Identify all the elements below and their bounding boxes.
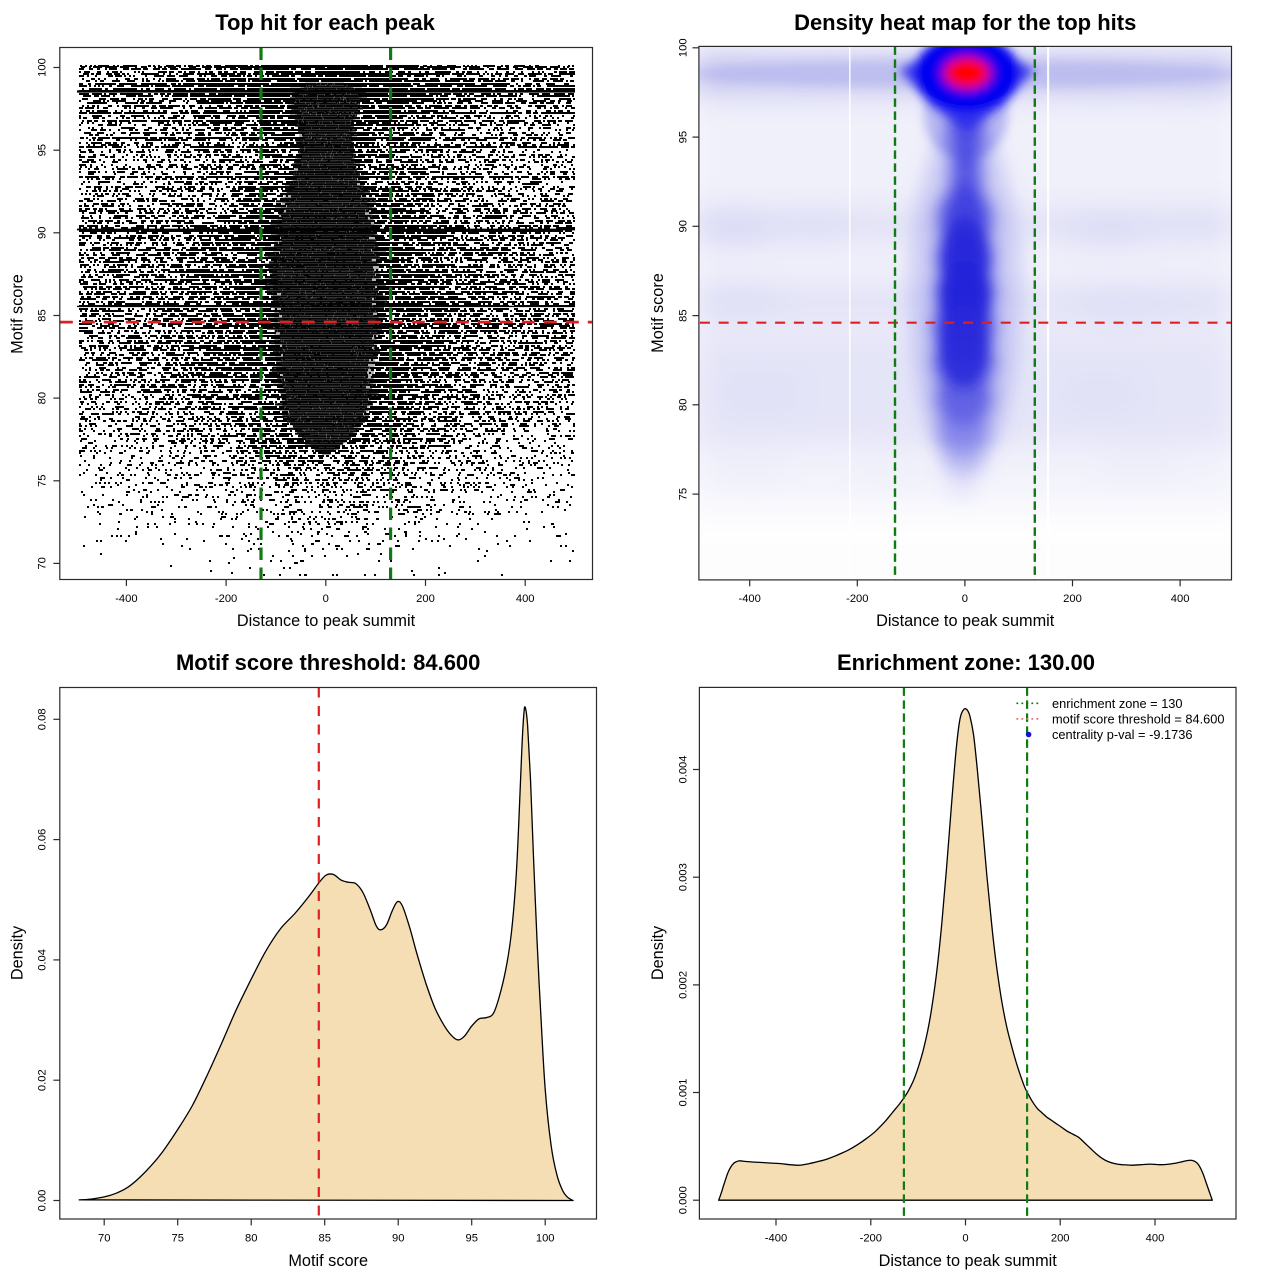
svg-text:100: 100 <box>678 38 690 57</box>
svg-text:Distance to peak summit: Distance to peak summit <box>237 612 416 630</box>
svg-text:90: 90 <box>37 227 49 239</box>
svg-text:95: 95 <box>678 131 690 143</box>
svg-text:70: 70 <box>37 557 49 569</box>
svg-text:75: 75 <box>678 488 690 500</box>
svg-text:90: 90 <box>678 220 690 232</box>
svg-text:0: 0 <box>323 593 329 605</box>
svg-text:Density heat map for the top h: Density heat map for the top hits <box>794 10 1136 35</box>
svg-text:200: 200 <box>1063 593 1082 605</box>
svg-text:0.002: 0.002 <box>678 971 690 999</box>
svg-text:enrichment zone = 130: enrichment zone = 130 <box>1052 696 1183 711</box>
svg-text:Density: Density <box>649 925 667 980</box>
svg-text:Motif score: Motif score <box>649 273 667 353</box>
svg-text:200: 200 <box>1051 1233 1070 1245</box>
svg-text:100: 100 <box>37 58 49 77</box>
svg-text:70: 70 <box>98 1233 110 1245</box>
svg-text:85: 85 <box>678 309 690 321</box>
svg-text:Enrichment zone: 130.00: Enrichment zone: 130.00 <box>837 650 1095 675</box>
svg-text:motif score threshold = 84.600: motif score threshold = 84.600 <box>1052 711 1225 726</box>
svg-text:0: 0 <box>962 593 968 605</box>
svg-text:Motif score: Motif score <box>288 1252 368 1270</box>
svg-text:400: 400 <box>1171 593 1190 605</box>
svg-text:Top hit for each peak: Top hit for each peak <box>215 10 435 35</box>
svg-text:75: 75 <box>37 475 49 487</box>
svg-text:Motif score: Motif score <box>9 274 27 354</box>
svg-text:80: 80 <box>678 399 690 411</box>
svg-text:0.003: 0.003 <box>678 863 690 891</box>
svg-text:-400: -400 <box>115 593 137 605</box>
svg-text:400: 400 <box>516 593 535 605</box>
svg-text:85: 85 <box>37 309 49 321</box>
svg-text:0.001: 0.001 <box>678 1079 690 1107</box>
svg-text:200: 200 <box>416 593 435 605</box>
svg-text:0.000: 0.000 <box>678 1186 690 1214</box>
svg-text:95: 95 <box>465 1233 477 1245</box>
svg-text:-400: -400 <box>738 593 760 605</box>
svg-text:centrality p-val = -9.1736: centrality p-val = -9.1736 <box>1052 727 1193 742</box>
svg-text:80: 80 <box>245 1233 257 1245</box>
svg-text:0.06: 0.06 <box>37 829 49 851</box>
svg-text:80: 80 <box>37 392 49 404</box>
svg-text:0.00: 0.00 <box>37 1190 49 1212</box>
svg-text:400: 400 <box>1146 1233 1165 1245</box>
svg-text:Density: Density <box>9 925 27 980</box>
svg-text:0: 0 <box>962 1233 968 1245</box>
svg-text:0.08: 0.08 <box>37 708 49 730</box>
svg-text:-400: -400 <box>765 1233 787 1245</box>
svg-text:0.004: 0.004 <box>678 756 690 784</box>
svg-text:95: 95 <box>37 144 49 156</box>
svg-text:0.02: 0.02 <box>37 1069 49 1091</box>
svg-text:100: 100 <box>536 1233 555 1245</box>
svg-text:Motif score threshold: 84.600: Motif score threshold: 84.600 <box>176 650 480 675</box>
svg-text:-200: -200 <box>215 593 237 605</box>
svg-text:Distance to peak summit: Distance to peak summit <box>876 612 1055 630</box>
svg-text:90: 90 <box>392 1233 404 1245</box>
svg-text:-200: -200 <box>846 593 868 605</box>
svg-text:Distance to peak summit: Distance to peak summit <box>879 1252 1058 1270</box>
svg-text:85: 85 <box>318 1233 330 1245</box>
svg-text:75: 75 <box>171 1233 183 1245</box>
svg-text:-200: -200 <box>860 1233 882 1245</box>
svg-text:0.04: 0.04 <box>37 949 49 971</box>
